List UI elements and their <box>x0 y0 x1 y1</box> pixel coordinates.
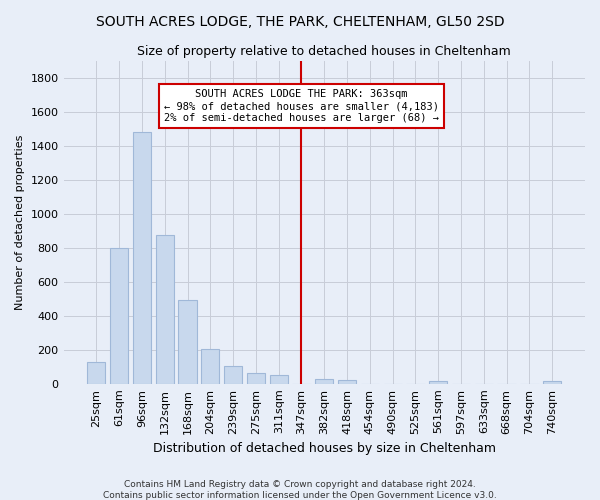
Y-axis label: Number of detached properties: Number of detached properties <box>15 134 25 310</box>
Text: Contains HM Land Registry data © Crown copyright and database right 2024.
Contai: Contains HM Land Registry data © Crown c… <box>103 480 497 500</box>
Bar <box>247 372 265 384</box>
Bar <box>338 380 356 384</box>
Text: SOUTH ACRES LODGE THE PARK: 363sqm
← 98% of detached houses are smaller (4,183)
: SOUTH ACRES LODGE THE PARK: 363sqm ← 98%… <box>164 90 439 122</box>
Bar <box>87 362 106 384</box>
Bar <box>110 248 128 384</box>
X-axis label: Distribution of detached houses by size in Cheltenham: Distribution of detached houses by size … <box>153 442 496 455</box>
Bar <box>315 378 334 384</box>
Title: Size of property relative to detached houses in Cheltenham: Size of property relative to detached ho… <box>137 45 511 58</box>
Bar <box>269 376 288 384</box>
Bar <box>133 132 151 384</box>
Bar <box>543 382 561 384</box>
Bar <box>178 300 197 384</box>
Bar <box>224 366 242 384</box>
Bar <box>155 235 174 384</box>
Text: SOUTH ACRES LODGE, THE PARK, CHELTENHAM, GL50 2SD: SOUTH ACRES LODGE, THE PARK, CHELTENHAM,… <box>95 15 505 29</box>
Bar <box>429 382 448 384</box>
Bar <box>201 349 220 384</box>
